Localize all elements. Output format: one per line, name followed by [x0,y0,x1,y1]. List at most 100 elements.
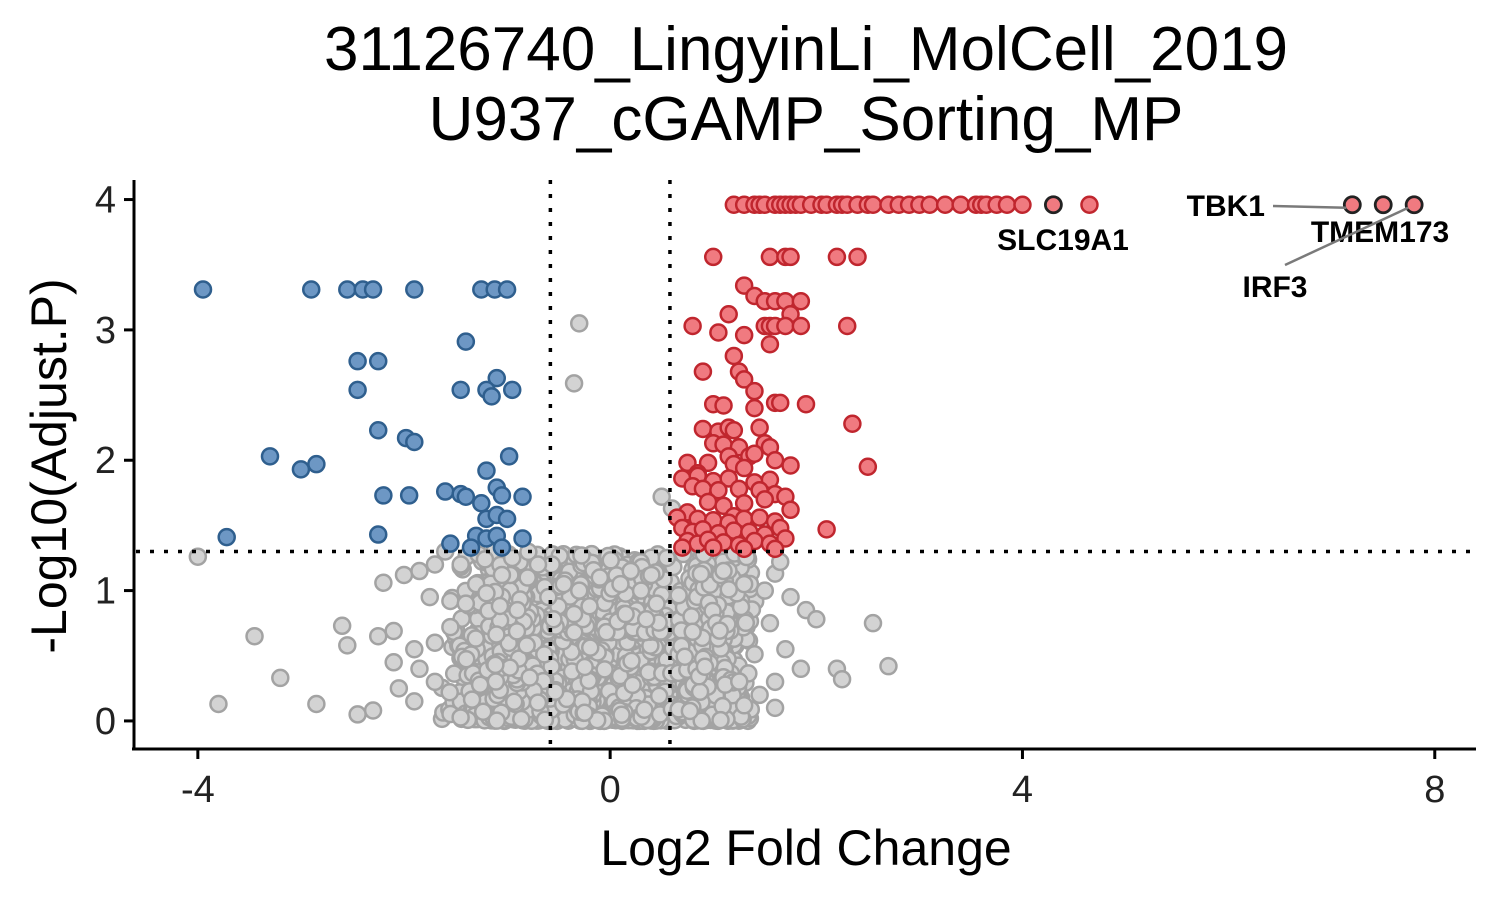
ns-point [621,561,641,581]
down-point [499,447,519,466]
down-point [487,368,507,388]
ns-point [791,659,811,679]
ns-point [683,622,702,642]
up-point [781,247,800,267]
down-point [441,534,460,553]
highlighted-point [1404,195,1424,215]
ns-point [863,613,883,633]
up-point [693,362,713,381]
x-tick-label: 8 [1424,769,1445,811]
ns-point [507,622,527,641]
down-point [368,351,388,371]
ns-point [612,705,631,725]
down-point [513,529,532,548]
ns-point [348,705,367,724]
ns-point [575,703,594,723]
ns-point [564,374,584,393]
ns-point [456,594,476,613]
up-point [848,247,867,267]
ns-point [508,600,527,620]
x-axis-title: Log2 Fold Change [600,820,1011,876]
up-point [920,195,939,215]
down-point [217,527,236,547]
down-point [497,280,517,299]
up-point [863,195,883,215]
x-tick-label: -4 [181,769,215,811]
ns-point [832,669,852,689]
up-point [760,247,780,267]
up-point [693,419,713,439]
chart-title-line-1: 31126740_LingyinLi_MolCell_2019 [324,15,1288,84]
ns-point [595,660,614,679]
ns-point [425,555,445,574]
ns-point [384,653,403,672]
up-point [827,247,847,267]
y-tick-label: 0 [95,701,116,743]
ns-point [669,585,688,605]
ns-point [487,711,507,730]
up-point [724,346,744,366]
ns-point [271,668,290,688]
up-point [951,195,970,215]
down-point [307,454,326,474]
ns-point [642,565,661,585]
y-tick-label: 3 [95,310,116,352]
ns-point [466,629,485,648]
ns-point [456,649,476,669]
ns-point [601,551,621,570]
ns-point [691,564,711,584]
ns-point [879,656,898,676]
up-point [719,305,738,324]
up-point [781,456,800,475]
ns-point [384,621,403,641]
ns-point [492,565,512,585]
up-point [760,334,780,354]
ns-point [711,710,730,730]
ns-point [622,651,641,671]
down-point [260,447,280,466]
up-point [698,492,718,512]
y-axis-title: -Log10(Adjust.P) [21,278,77,653]
ns-point [539,587,558,607]
up-point [796,394,816,414]
up-point [745,381,764,401]
ns-point [486,655,505,675]
x-axis-ticks: -4 0 4 8 [181,749,1445,811]
up-point [1080,195,1099,215]
ns-point [692,711,711,731]
up-point [734,370,754,389]
gene-label: SLC19A1 [997,224,1129,257]
up-point [781,500,800,520]
ns-point [441,591,460,611]
x-tick-label: 4 [1012,769,1033,811]
ns-point [734,574,754,594]
up-point [765,539,785,559]
ns-point [440,682,459,702]
ns-point [765,698,785,718]
up-point [734,539,754,559]
ns-point [425,633,445,652]
up-point [714,396,733,415]
down-point [338,280,357,299]
ns-point [714,561,733,581]
down-point [405,432,424,452]
highlighted-point [1342,195,1362,215]
down-point [451,380,470,400]
down-point [502,380,522,400]
ns-point [564,623,584,642]
up-point [750,418,769,437]
ns-point [631,581,651,600]
ns-point [657,548,677,568]
ns-point [332,616,352,636]
ns-point [611,574,630,594]
y-tick-label: 2 [95,440,116,482]
ns-point [425,672,445,692]
up-point [791,291,811,311]
ns-point [410,659,429,679]
up-point [745,398,764,418]
ns-point [760,613,780,633]
ns-point [765,672,785,692]
ns-point [734,696,754,715]
gene-label: IRF3 [1242,271,1307,304]
